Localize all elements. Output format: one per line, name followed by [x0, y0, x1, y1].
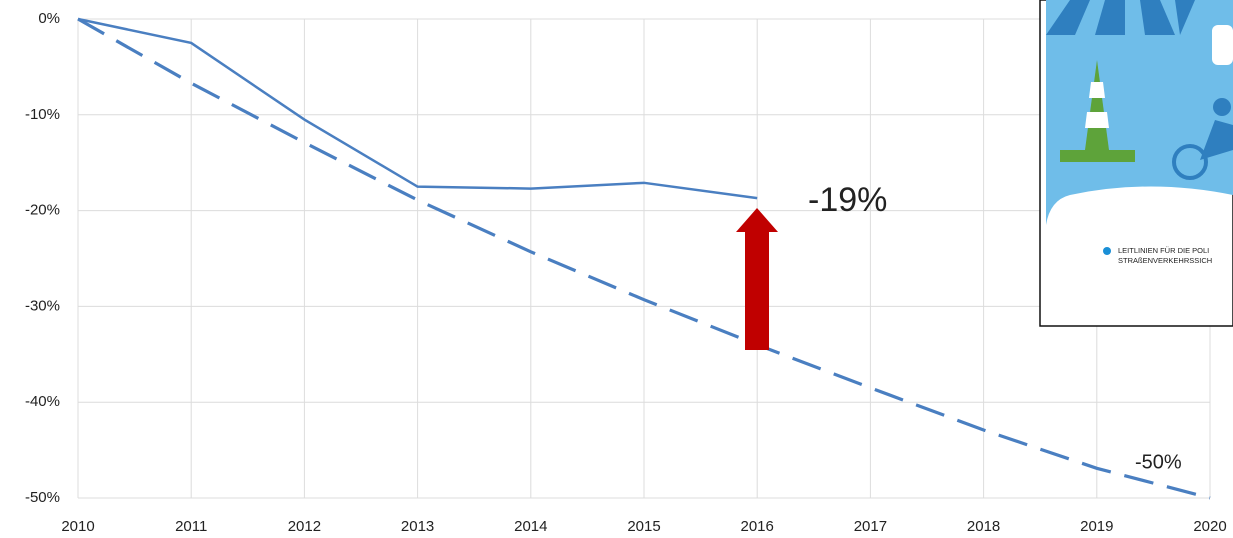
annotation: -19% [808, 181, 887, 219]
inset-car [1212, 25, 1233, 65]
y-tick-label: 0% [38, 10, 60, 27]
x-tick-label: 2020 [1193, 518, 1226, 535]
x-tick-label: 2010 [61, 518, 94, 535]
inset-text: LEITLINIEN FÜR DIE POLI [1118, 246, 1209, 255]
inset-cone-base [1060, 150, 1135, 162]
x-tick-label: 2014 [514, 518, 547, 535]
y-tick-label: -20% [25, 202, 60, 219]
x-tick-label: 2018 [967, 518, 1000, 535]
x-tick-label: 2016 [741, 518, 774, 535]
inset-rider-head [1213, 98, 1231, 116]
inset-bullet [1103, 247, 1111, 255]
x-tick-label: 2011 [175, 518, 207, 535]
inset-image: LEITLINIEN FÜR DIE POLI STRAßENVERKEHRSS… [1040, 0, 1233, 326]
y-tick-label: -10% [25, 106, 60, 123]
x-tick-label: 2013 [401, 518, 434, 535]
y-tick-label: -50% [25, 489, 60, 506]
x-tick-label: 2012 [288, 518, 321, 535]
annotation: -50% [1135, 451, 1182, 473]
chart: 0%-10%-20%-30%-40%-50%201020112012201320… [0, 0, 1233, 538]
inset-text: STRAßENVERKEHRSSICH [1118, 256, 1212, 265]
x-tick-label: 2015 [627, 518, 660, 535]
x-tick-label: 2019 [1080, 518, 1113, 535]
y-tick-label: -40% [25, 393, 60, 410]
arrow [736, 208, 778, 350]
x-tick-label: 2017 [854, 518, 887, 535]
page: 0%-10%-20%-30%-40%-50%201020112012201320… [0, 0, 1233, 538]
y-tick-label: -30% [25, 297, 60, 314]
